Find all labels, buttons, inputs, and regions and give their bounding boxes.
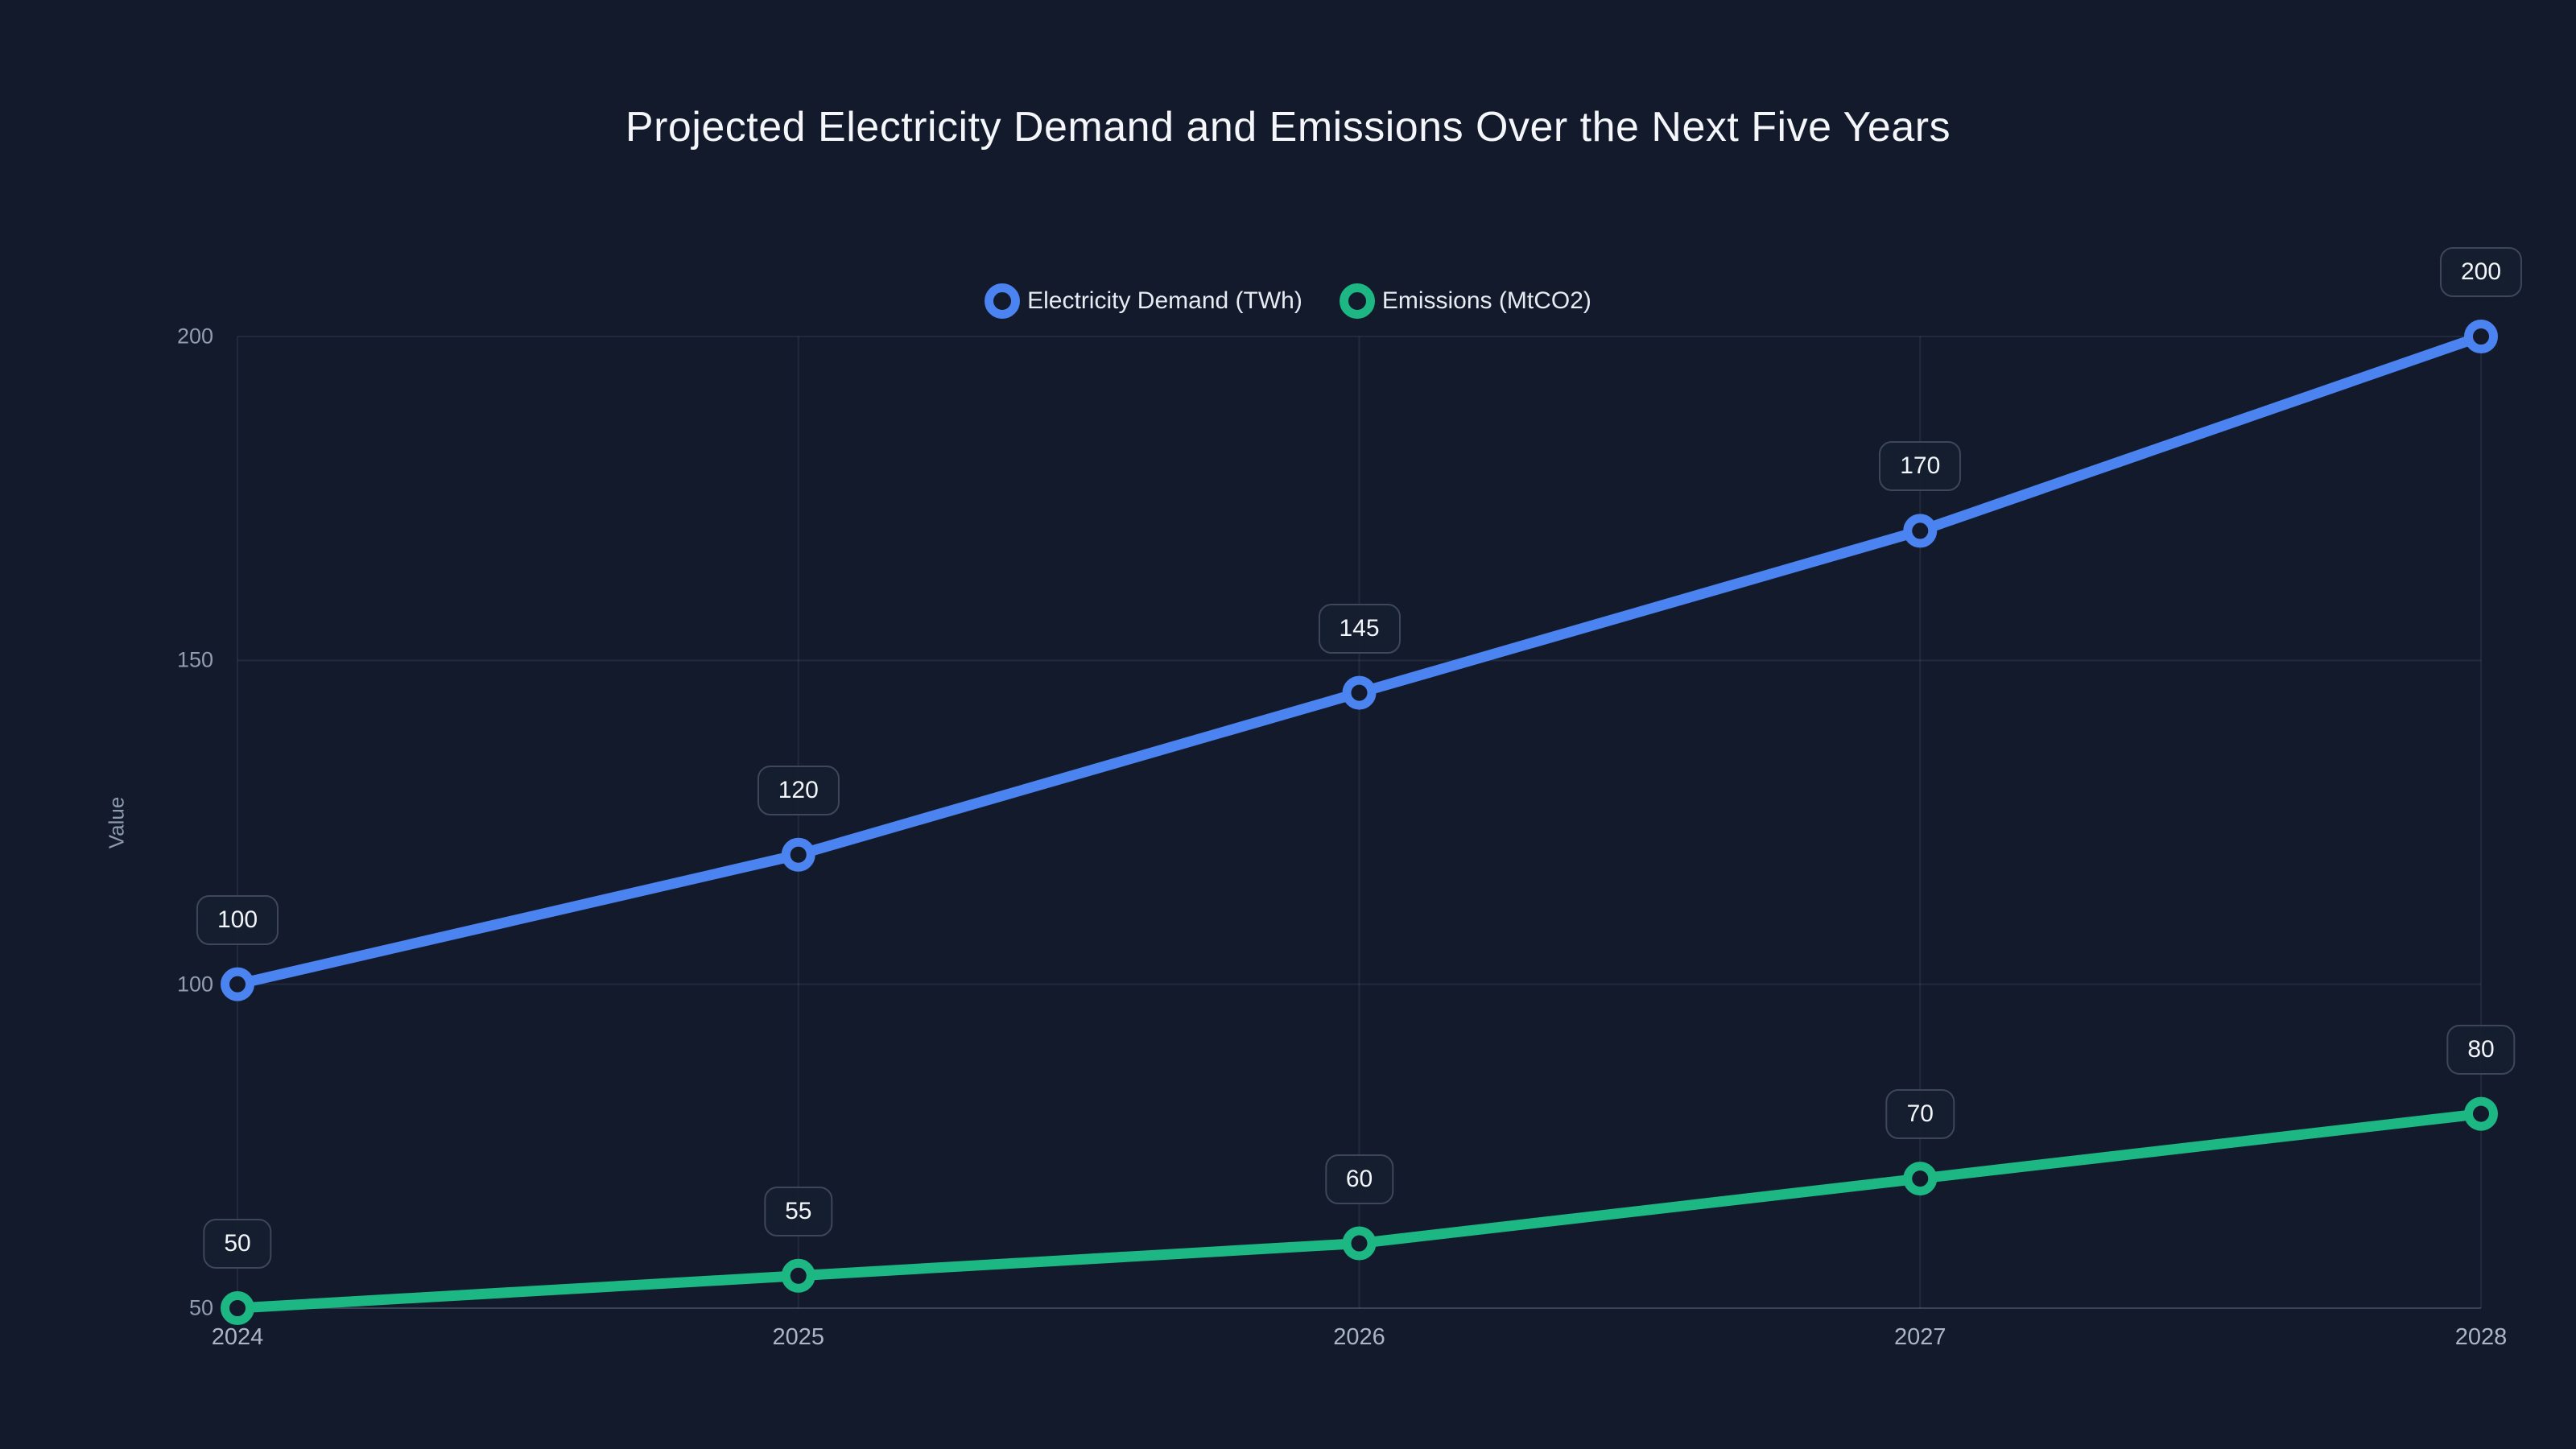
legend-marker-electricity-icon (985, 283, 1021, 319)
x-tick-label: 2026 (1333, 1324, 1385, 1350)
legend-marker-emissions-icon (1339, 283, 1375, 319)
point-value-label: 100 (196, 894, 279, 945)
data-point[interactable] (2464, 320, 2498, 353)
legend-label: Electricity Demand (TWh) (1027, 287, 1302, 314)
data-point[interactable] (1903, 514, 1938, 548)
data-point[interactable] (221, 1291, 254, 1325)
chart-title: Projected Electricity Demand and Emissio… (625, 104, 1951, 151)
data-point[interactable] (1342, 1226, 1377, 1261)
y-tick-label: 150 (176, 647, 213, 672)
point-value-label: 55 (764, 1186, 833, 1236)
point-value-label: 50 (203, 1219, 272, 1269)
x-tick-label: 2024 (211, 1324, 264, 1350)
point-value-label: 120 (757, 765, 840, 815)
point-value-label: 60 (1324, 1154, 1394, 1204)
point-value-label: 170 (1879, 441, 1962, 492)
point-value-label: 80 (2446, 1024, 2516, 1075)
y-tick-label: 50 (188, 1295, 213, 1320)
data-point[interactable] (781, 837, 815, 872)
x-tick-label: 2028 (2454, 1324, 2508, 1350)
legend: Electricity Demand (TWh) Emissions (MtCO… (0, 283, 2576, 319)
data-point[interactable] (1903, 1162, 1938, 1196)
data-point[interactable] (221, 967, 254, 1001)
point-value-label: 70 (1885, 1089, 1955, 1140)
y-tick-label: 100 (176, 972, 213, 997)
data-point[interactable] (781, 1258, 815, 1293)
point-value-label: 145 (1318, 603, 1401, 654)
point-value-label: 200 (2439, 247, 2523, 297)
y-tick-label: 200 (176, 324, 213, 349)
legend-label: Emissions (MtCO2) (1381, 287, 1591, 314)
legend-item-electricity-demand[interactable]: Electricity Demand (TWh) (985, 283, 1302, 319)
data-point[interactable] (1342, 675, 1377, 710)
x-tick-label: 2027 (1893, 1324, 1946, 1350)
x-tick-label: 2025 (772, 1324, 824, 1350)
legend-item-emissions[interactable]: Emissions (MtCO2) (1339, 283, 1591, 319)
data-point[interactable] (2464, 1096, 2498, 1131)
